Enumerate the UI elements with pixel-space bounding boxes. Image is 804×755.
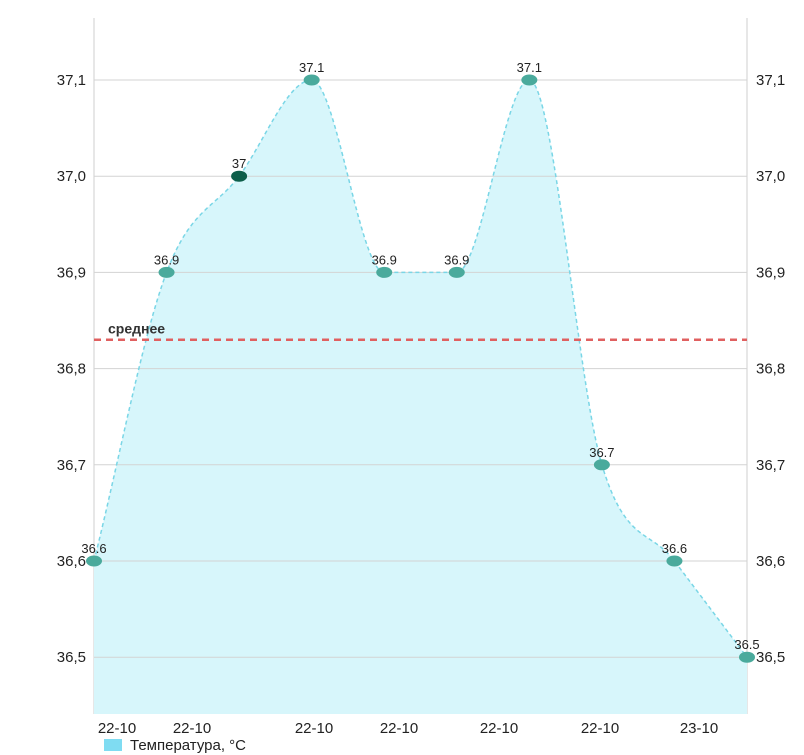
y-tick-label-right: 36,7	[756, 457, 785, 474]
data-point	[593, 459, 610, 471]
y-tick-label-right: 37,0	[756, 168, 785, 185]
data-point	[158, 266, 175, 278]
data-label: 37.1	[299, 60, 324, 75]
legend-swatch	[104, 739, 122, 751]
y-tick-label-left: 36,8	[57, 361, 86, 378]
y-tick-label-left: 37,1	[57, 72, 86, 89]
data-label: 36.9	[372, 252, 397, 267]
y-tick-label-right: 37,1	[756, 72, 785, 89]
x-tick-label: 22-10	[173, 720, 211, 735]
series-line	[93, 79, 748, 658]
temperature-chart: 36,5 36,5 36,6 36,6 36,7 36,7 36,8 36,8 36,9 36,9…	[57, 18, 785, 735]
data-label: 36.9	[154, 252, 179, 267]
y-tick-label-left: 36,9	[57, 264, 86, 281]
x-tick-label: 22-10	[581, 720, 619, 735]
x-tick-label: 22-10	[98, 720, 136, 735]
y-tick-label-right: 36,8	[756, 361, 785, 378]
data-point	[666, 555, 683, 567]
legend: Температура, °C	[104, 736, 246, 754]
y-tick-label-left: 36,7	[57, 457, 86, 474]
area-fill	[94, 80, 747, 714]
y-tick-label-left: 37,0	[57, 168, 86, 185]
y-tick-label-left: 36,6	[57, 553, 86, 570]
data-point	[448, 266, 465, 278]
x-tick-label: 22-10	[480, 720, 518, 735]
y-tick-label-right: 36,5	[756, 649, 785, 666]
data-point	[521, 74, 538, 86]
legend-label: Температура, °C	[130, 736, 247, 754]
data-label: 36.7	[589, 445, 614, 460]
data-point	[86, 555, 102, 567]
data-point	[231, 170, 248, 182]
y-tick-label-right: 36,6	[756, 553, 785, 570]
data-label: 36.5	[734, 637, 759, 652]
x-tick-label: 23-10	[680, 720, 718, 735]
data-label: 36.6	[662, 541, 687, 556]
data-label: 36.6	[81, 541, 106, 556]
data-point	[303, 74, 320, 86]
data-label: 37.1	[517, 60, 542, 75]
data-point	[376, 266, 393, 278]
y-tick-label-right: 36,9	[756, 264, 785, 281]
x-tick-label: 22-10	[295, 720, 333, 735]
data-label: 36.9	[444, 252, 469, 267]
data-point	[739, 651, 755, 663]
x-tick-label: 22-10	[380, 720, 418, 735]
y-tick-label-left: 36,5	[57, 649, 86, 666]
average-label: среднее	[108, 321, 165, 337]
data-label: 37	[232, 156, 246, 171]
